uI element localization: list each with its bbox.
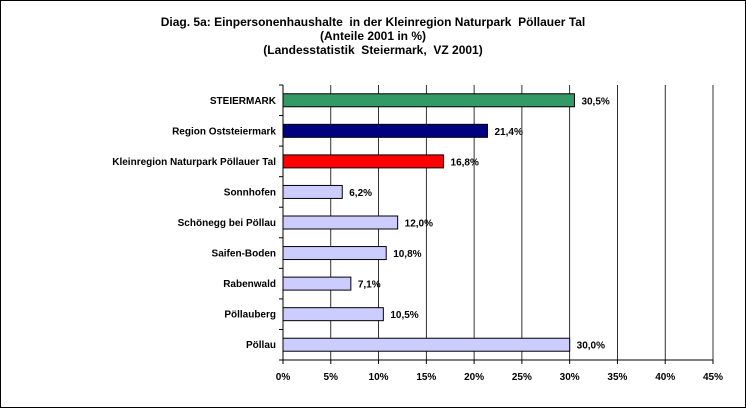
category-label: Schönegg bei Pöllau <box>178 218 276 229</box>
data-label: 10,5% <box>390 310 418 321</box>
x-tick-label: 10% <box>369 372 389 383</box>
bar <box>282 154 445 169</box>
data-label: 12,0% <box>405 219 433 230</box>
category-label: Pöllau <box>246 340 276 351</box>
data-label: 6,2% <box>349 188 372 199</box>
bar <box>282 246 387 261</box>
chart-title-line-3: (Landesstatistik Steiermark, VZ 2001) <box>263 43 483 57</box>
bar <box>282 93 575 108</box>
category-label: Rabenwald <box>223 279 276 290</box>
bar <box>282 276 352 291</box>
x-tick-label: 20% <box>464 372 484 383</box>
x-tick-label: 45% <box>703 372 723 383</box>
x-tick-label: 25% <box>512 372 532 383</box>
data-label: 7,1% <box>358 280 381 291</box>
x-tick-label: 5% <box>324 372 339 383</box>
x-tick-label: 15% <box>416 372 436 383</box>
chart-title-line-2: (Anteile 2001 in %) <box>319 29 427 43</box>
category-label: STEIERMARK <box>210 96 277 107</box>
x-tick-label: 30% <box>560 372 580 383</box>
x-tick-label: 35% <box>607 372 627 383</box>
data-label: 30,5% <box>581 96 609 107</box>
bar <box>282 184 343 199</box>
data-label: 16,8% <box>451 157 479 168</box>
category-label: Sonnhofen <box>224 187 276 198</box>
x-tick-label: 0% <box>276 372 291 383</box>
category-label: Saifen-Boden <box>212 249 276 260</box>
data-label: 21,4% <box>494 127 522 138</box>
data-label: 10,8% <box>393 249 421 260</box>
data-label: 30,0% <box>577 341 605 352</box>
bar <box>282 123 488 138</box>
bar <box>282 337 571 352</box>
category-label: Kleinregion Naturpark Pöllauer Tal <box>112 157 276 168</box>
chart-title-line-1: Diag. 5a: Einpersonenhaushalte in der Kl… <box>160 15 586 29</box>
category-label: Pöllauberg <box>224 310 276 321</box>
bar <box>282 215 399 230</box>
chart-title: Diag. 5a: Einpersonenhaushalte in der Kl… <box>1 15 745 57</box>
category-label: Region Oststeiermark <box>172 126 276 137</box>
bar <box>282 307 384 322</box>
x-tick-label: 40% <box>655 372 675 383</box>
